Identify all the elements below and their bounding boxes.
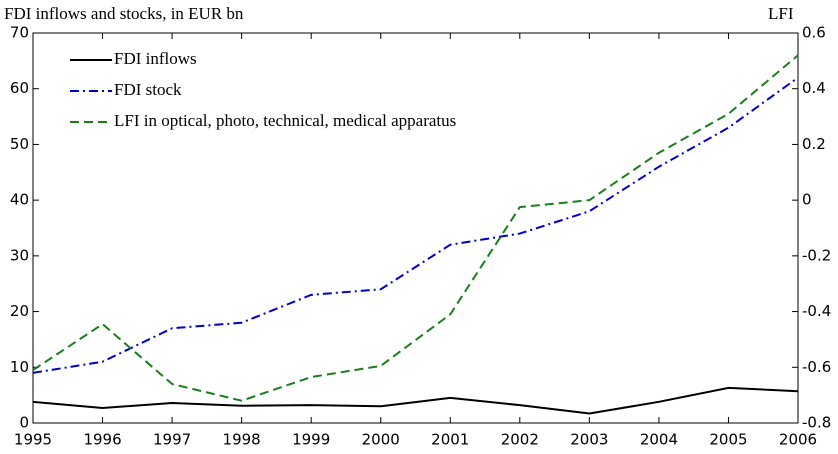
x-tick-label: 1997 <box>153 431 191 449</box>
series-line <box>32 54 799 402</box>
y-tick-label: 70 <box>10 24 29 42</box>
x-tick-label: 1995 <box>14 431 52 449</box>
y-tick-label: 10 <box>10 358 29 376</box>
y2-axis-title: LFI <box>768 4 794 23</box>
x-tick-label: 2005 <box>709 431 747 449</box>
y-tick-label: 60 <box>10 79 29 97</box>
y-tick-label: 30 <box>10 246 29 264</box>
y2-tick-label: -0.2 <box>802 246 831 264</box>
y2-tick-label: -0.6 <box>802 358 831 376</box>
y2-tick-label: 0.4 <box>802 79 826 97</box>
y-tick-label: 0 <box>19 414 29 432</box>
y2-tick-label: -0.8 <box>802 414 831 432</box>
legend-label: FDI stock <box>114 80 182 99</box>
x-tick-label: 2002 <box>501 431 539 449</box>
y-tick-label: 20 <box>10 302 29 320</box>
y2-tick-label: 0.2 <box>802 135 826 153</box>
x-tick-label: 1998 <box>223 431 261 449</box>
y-tick-label: 40 <box>10 191 29 209</box>
x-tick-label: 2001 <box>431 431 469 449</box>
series-line <box>32 386 799 415</box>
y-tick-label: 50 <box>10 135 29 153</box>
series-line <box>32 76 799 374</box>
x-tick-label: 2004 <box>640 431 678 449</box>
y2-tick-label: 0 <box>802 191 812 209</box>
chart-title: FDI inflows and stocks, in EUR bn <box>4 4 244 23</box>
x-tick-label: 2000 <box>362 431 400 449</box>
x-tick-label: 2003 <box>570 431 608 449</box>
legend-label: LFI in optical, photo, technical, medica… <box>114 111 456 130</box>
legend-label: FDI inflows <box>114 49 197 68</box>
plot-frame <box>32 32 799 424</box>
x-tick-label: 2006 <box>779 431 817 449</box>
x-tick-label: 1999 <box>292 431 330 449</box>
y2-tick-label: -0.4 <box>802 302 831 320</box>
y2-tick-label: 0.6 <box>802 24 826 42</box>
x-tick-label: 1996 <box>83 431 121 449</box>
